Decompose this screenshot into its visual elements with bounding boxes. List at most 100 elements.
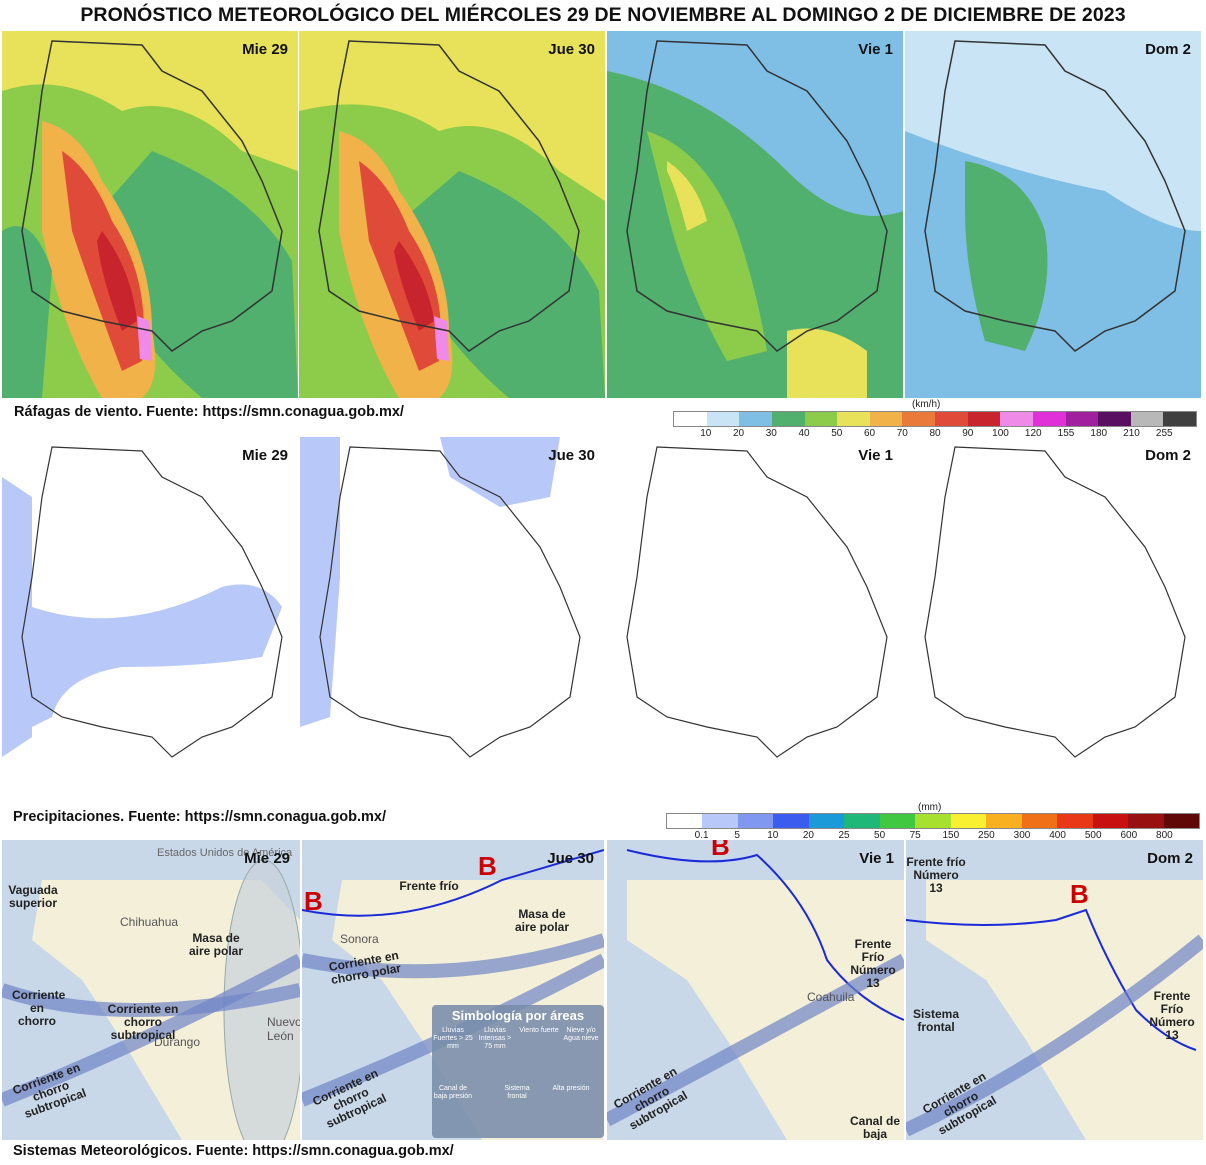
legend-swatch — [837, 412, 870, 426]
precip-map-vie: Vie 1 — [607, 437, 903, 802]
legend-tick: 250 — [978, 830, 995, 841]
label-chorro: Corriente en chorro — [12, 988, 66, 1028]
wind-map-jue: Jue 30 — [299, 31, 605, 398]
legend-swatch — [1128, 814, 1164, 828]
legend-swatch — [950, 814, 987, 828]
day-label: Vie 1 — [858, 41, 893, 58]
symb-nieve: Nieve y/o Agua nieve — [563, 1027, 599, 1042]
precip-legend: 0.1 5 10 20 25 50 75 150 250 300 400 500 600 800 — [666, 813, 1200, 843]
wind-caption: Ráfagas de viento. Fuente: https://smn.c… — [14, 404, 404, 420]
legend-swatch — [702, 814, 738, 828]
legend-swatch — [674, 412, 707, 426]
legend-tick: 255 — [1155, 428, 1173, 439]
wind-legend-swatches — [673, 411, 1197, 427]
day-label: Dom 2 — [1147, 850, 1193, 867]
label-sistema-frontal: Sistema frontal — [912, 1007, 960, 1034]
label-frente-13-a: Frente frío Número 13 — [906, 855, 966, 895]
legend-tick: 500 — [1084, 830, 1102, 841]
legend-tick: 150 — [942, 830, 960, 841]
systems-map-vie: B Vie 1 Frente Frío Número 13 Corriente … — [607, 840, 904, 1140]
precip-unit: (mm) — [918, 802, 942, 813]
label-masa-polar: Masa de aire polar — [514, 907, 570, 934]
legend-tick: 120 — [1024, 428, 1042, 439]
high-pressure-b: B — [1070, 879, 1089, 909]
precip-map-graphic — [2, 437, 298, 802]
day-label: Mie 29 — [242, 447, 288, 464]
precip-map-graphic — [607, 437, 903, 802]
legend-swatch — [1021, 814, 1058, 828]
legend-swatch — [737, 814, 774, 828]
high-pressure-b: B — [711, 840, 730, 861]
day-label: Jue 30 — [548, 41, 595, 58]
systems-caption: Sistemas Meteorológicos. Fuente: https:/… — [13, 1143, 454, 1159]
legend-swatch — [1000, 412, 1033, 426]
day-label: Dom 2 — [1145, 41, 1191, 58]
label-canal-baja: Canal de baja presión — [849, 1114, 900, 1141]
systems-map-dom: B Dom 2 Frente frío Número 13 Frente Frí… — [906, 840, 1203, 1140]
legend-tick: 70 — [896, 428, 908, 439]
legend-tick: 600 — [1120, 830, 1138, 841]
legend-tick: 50 — [831, 428, 843, 439]
precip-legend-swatches — [666, 813, 1200, 829]
symb-viento: Viento fuerte — [519, 1027, 559, 1034]
legend-swatch — [1130, 412, 1164, 426]
legend-tick: 300 — [1013, 830, 1031, 841]
precip-map-jue: Jue 30 — [300, 437, 605, 802]
symb-canal: Canal de baja presión — [433, 1085, 473, 1100]
label-frente-13: Frente Frío Número 13 — [850, 937, 896, 990]
systems-map-mie: Estados Unidos de América Mie 29 Vaguada… — [2, 840, 300, 1140]
legend-swatch — [1098, 412, 1131, 426]
legend-tick: 30 — [765, 428, 777, 439]
day-label: Jue 30 — [548, 447, 595, 464]
legend-swatch — [869, 412, 903, 426]
systems-map-graphic — [906, 840, 1203, 1140]
label-frente-13-b: Frente Frío Número 13 — [1149, 989, 1195, 1042]
legend-tick: 10 — [767, 830, 779, 841]
legend-tick: 20 — [802, 830, 814, 841]
legend-tick: 100 — [992, 428, 1009, 439]
wind-map-graphic — [2, 31, 298, 398]
legend-swatch — [1092, 814, 1129, 828]
legend-swatch — [1163, 814, 1200, 828]
legend-tick: 25 — [838, 830, 850, 841]
country-label: Estados Unidos de América — [157, 847, 293, 859]
legend-swatch — [844, 814, 880, 828]
legend-swatch — [773, 814, 809, 828]
legend-swatch — [1065, 412, 1099, 426]
legend-swatch — [986, 814, 1022, 828]
state-sonora: Sonora — [340, 932, 379, 946]
wind-map-graphic — [299, 31, 605, 398]
wind-map-vie: Vie 1 — [607, 31, 903, 398]
legend-swatch — [804, 412, 838, 426]
high-pressure-b: B — [478, 851, 497, 881]
legend-tick: 90 — [962, 428, 974, 439]
legend-tick: 210 — [1123, 428, 1140, 439]
symb-alta: Alta presión — [552, 1085, 590, 1092]
legend-tick: 40 — [798, 428, 810, 439]
legend-swatch — [739, 412, 772, 426]
legend-tick: 155 — [1057, 428, 1075, 439]
legend-swatch — [1057, 814, 1093, 828]
legend-swatch — [1032, 412, 1066, 426]
legend-tick: 20 — [732, 428, 745, 439]
precip-map-mie: Mie 29 — [2, 437, 298, 802]
state-chihuahua: Chihuahua — [120, 915, 179, 929]
precip-caption: Precipitaciones. Fuente: https://smn.con… — [13, 809, 387, 825]
legend-swatch — [706, 412, 740, 426]
legend-tick: 50 — [874, 830, 886, 841]
legend-tick: 0.1 — [694, 830, 709, 841]
symbology-box: Simbología por áreas Lluvias Fuertes > 2… — [432, 1005, 604, 1138]
legend-tick: 60 — [863, 428, 876, 439]
legend-swatch — [771, 412, 805, 426]
wind-legend-ticks: 10 20 30 40 50 60 70 80 90 100 120 155 180 210 255 — [673, 427, 1197, 441]
wind-map-graphic — [607, 31, 903, 398]
label-frente-frio: Frente frío — [399, 879, 459, 893]
legend-tick: 800 — [1156, 830, 1173, 841]
high-pressure-b-2: B — [304, 886, 323, 916]
legend-tick: 180 — [1090, 428, 1108, 439]
state-coahuila: Coahuila — [807, 990, 855, 1004]
symb-lluvias-fuertes: Lluvias Fuertes > 25 mm — [433, 1027, 473, 1050]
legend-tick: 400 — [1049, 830, 1066, 841]
legend-tick: 75 — [909, 830, 921, 841]
precip-legend-ticks: 0.1 5 10 20 25 50 75 150 250 300 400 500 600 800 — [666, 829, 1200, 843]
